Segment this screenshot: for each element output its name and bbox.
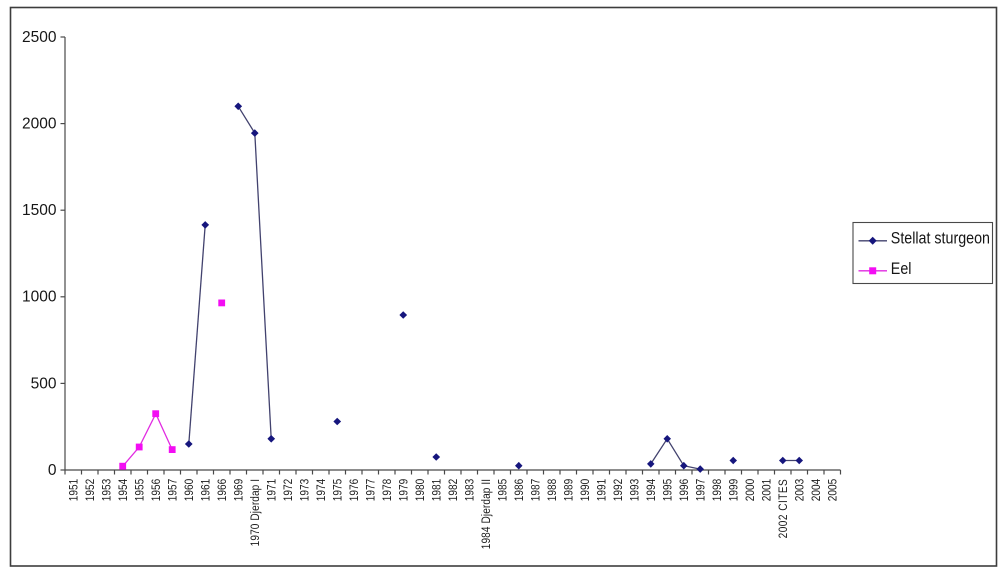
svg-text:1952: 1952 (84, 479, 97, 501)
svg-text:2003: 2003 (794, 479, 807, 501)
svg-text:2000: 2000 (744, 479, 757, 501)
svg-text:1500: 1500 (22, 202, 57, 219)
svg-text:1972: 1972 (282, 479, 295, 501)
svg-text:1990: 1990 (579, 479, 592, 501)
svg-text:1966: 1966 (216, 479, 229, 501)
svg-text:Stellat sturgeon: Stellat sturgeon (891, 230, 990, 248)
svg-text:1987: 1987 (530, 479, 543, 501)
svg-text:1992: 1992 (612, 479, 625, 501)
svg-text:1957: 1957 (167, 479, 180, 501)
svg-text:1993: 1993 (629, 479, 642, 501)
svg-text:1983: 1983 (464, 479, 477, 501)
svg-text:1977: 1977 (365, 479, 378, 501)
svg-text:1954: 1954 (117, 479, 130, 501)
svg-text:1000: 1000 (22, 289, 57, 306)
svg-text:1989: 1989 (563, 479, 576, 501)
svg-text:1976: 1976 (348, 479, 361, 501)
svg-text:1961: 1961 (200, 479, 213, 501)
svg-text:1995: 1995 (662, 479, 675, 501)
svg-text:Eel: Eel (891, 260, 912, 278)
svg-text:1986: 1986 (513, 479, 526, 501)
svg-text:2001: 2001 (761, 479, 774, 501)
svg-text:1978: 1978 (381, 479, 394, 501)
svg-text:1984 Djerdap II: 1984 Djerdap II (480, 479, 493, 549)
svg-text:1982: 1982 (447, 479, 460, 501)
svg-text:1999: 1999 (728, 479, 741, 501)
svg-text:1969: 1969 (233, 479, 246, 501)
svg-text:1980: 1980 (414, 479, 427, 501)
svg-text:1974: 1974 (315, 479, 328, 501)
svg-text:2000: 2000 (22, 116, 57, 133)
svg-text:1970 Djerdap I: 1970 Djerdap I (249, 479, 262, 547)
svg-text:1981: 1981 (431, 479, 444, 501)
svg-text:1985: 1985 (497, 479, 510, 501)
svg-text:1998: 1998 (711, 479, 724, 501)
svg-text:1955: 1955 (134, 479, 147, 501)
svg-text:1975: 1975 (332, 479, 345, 501)
svg-text:2005: 2005 (827, 479, 840, 501)
svg-text:0: 0 (48, 462, 57, 479)
svg-text:1956: 1956 (150, 479, 163, 501)
svg-text:1997: 1997 (695, 479, 708, 501)
svg-text:1991: 1991 (596, 479, 609, 501)
svg-text:1994: 1994 (645, 479, 658, 501)
svg-text:1971: 1971 (266, 479, 279, 501)
svg-text:1988: 1988 (546, 479, 559, 501)
svg-text:1951: 1951 (68, 479, 81, 501)
svg-text:1979: 1979 (398, 479, 411, 501)
svg-text:1973: 1973 (299, 479, 312, 501)
svg-text:2002 CITES: 2002 CITES (777, 479, 790, 539)
svg-text:1996: 1996 (678, 479, 691, 501)
svg-text:2500: 2500 (22, 29, 57, 46)
svg-text:1953: 1953 (101, 479, 114, 501)
svg-text:2004: 2004 (810, 479, 823, 501)
svg-text:500: 500 (31, 375, 57, 392)
svg-text:1960: 1960 (183, 479, 196, 501)
